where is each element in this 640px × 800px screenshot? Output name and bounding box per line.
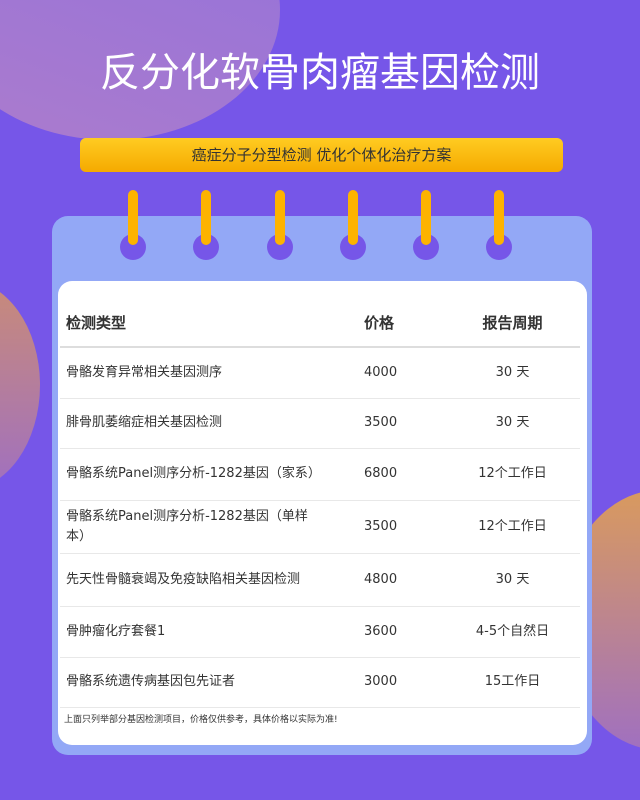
table-cell: 骨骼系统Panel测序分析-1282基因（家系） bbox=[60, 448, 356, 501]
table-cell: 骨骼发育异常相关基因测序 bbox=[60, 347, 356, 399]
table-cell: 12个工作日 bbox=[445, 500, 580, 554]
table-row: 骨骼发育异常相关基因测序 4000 30 天 bbox=[60, 347, 580, 399]
table-cell: 4-5个自然日 bbox=[445, 606, 580, 658]
column-header: 报告周期 bbox=[445, 299, 580, 348]
table-cell: 3500 bbox=[356, 500, 445, 554]
subtitle-banner: 癌症分子分型检测 优化个体化治疗方案 bbox=[80, 138, 563, 172]
table-cell: 先天性骨髓衰竭及免疫缺陷相关基因检测 bbox=[60, 553, 356, 607]
table-cell: 4800 bbox=[356, 553, 445, 607]
table-cell: 15工作日 bbox=[445, 657, 580, 708]
binding-ring bbox=[275, 190, 285, 245]
table-row: 骨骼系统遗传病基因包先证者 3000 15工作日 bbox=[60, 657, 580, 708]
table-cell: 骨骼系统遗传病基因包先证者 bbox=[60, 657, 356, 708]
table-cell: 12个工作日 bbox=[445, 448, 580, 501]
table-cell: 3500 bbox=[356, 398, 445, 449]
table-row: 先天性骨髓衰竭及免疫缺陷相关基因检测 4800 30 天 bbox=[60, 553, 580, 607]
table-row: 腓骨肌萎缩症相关基因检测 3500 30 天 bbox=[60, 398, 580, 449]
table-row: 骨肿瘤化疗套餐1 3600 4-5个自然日 bbox=[60, 606, 580, 658]
binding-ring bbox=[128, 190, 138, 245]
table-row: 骨骼系统Panel测序分析-1282基因（家系） 6800 12个工作日 bbox=[60, 448, 580, 501]
table-cell: 30 天 bbox=[445, 553, 580, 607]
table-cell: 3600 bbox=[356, 606, 445, 658]
table-cell: 4000 bbox=[356, 347, 445, 399]
title: 反分化软骨肉瘤基因检测 bbox=[100, 50, 540, 96]
table: 检测类型 价格 报告周期 骨骼发育异常相关基因测序 4000 30 天腓骨肌萎缩症相关基… bbox=[60, 299, 580, 708]
table-cell: 腓骨肌萎缩症相关基因检测 bbox=[60, 398, 356, 449]
binding-ring bbox=[421, 190, 431, 245]
note: 上面只列举部分基因检测项目，价格仅供参考，具体价格以实际为准! bbox=[64, 715, 338, 725]
table-cell: 3000 bbox=[356, 657, 445, 708]
table-cell: 6800 bbox=[356, 448, 445, 501]
column-header: 价格 bbox=[356, 299, 445, 348]
table-cell: 30 天 bbox=[445, 347, 580, 399]
table-cell: 骨骼系统Panel测序分析-1282基因（单样本） bbox=[60, 500, 356, 554]
binding-ring bbox=[348, 190, 358, 245]
binding-ring bbox=[201, 190, 211, 245]
table-row: 骨骼系统Panel测序分析-1282基因（单样本） 3500 12个工作日 bbox=[60, 500, 580, 554]
column-header: 检测类型 bbox=[60, 299, 356, 348]
table-cell: 骨肿瘤化疗套餐1 bbox=[60, 606, 356, 658]
binding-ring bbox=[494, 190, 504, 245]
table-panel: 检测类型 价格 报告周期 骨骼发育异常相关基因测序 4000 30 天腓骨肌萎缩症相关基… bbox=[58, 281, 587, 745]
header-row: 检测类型 价格 报告周期 bbox=[60, 299, 580, 348]
decor-circle bbox=[0, 280, 40, 490]
table-cell: 30 天 bbox=[445, 398, 580, 449]
